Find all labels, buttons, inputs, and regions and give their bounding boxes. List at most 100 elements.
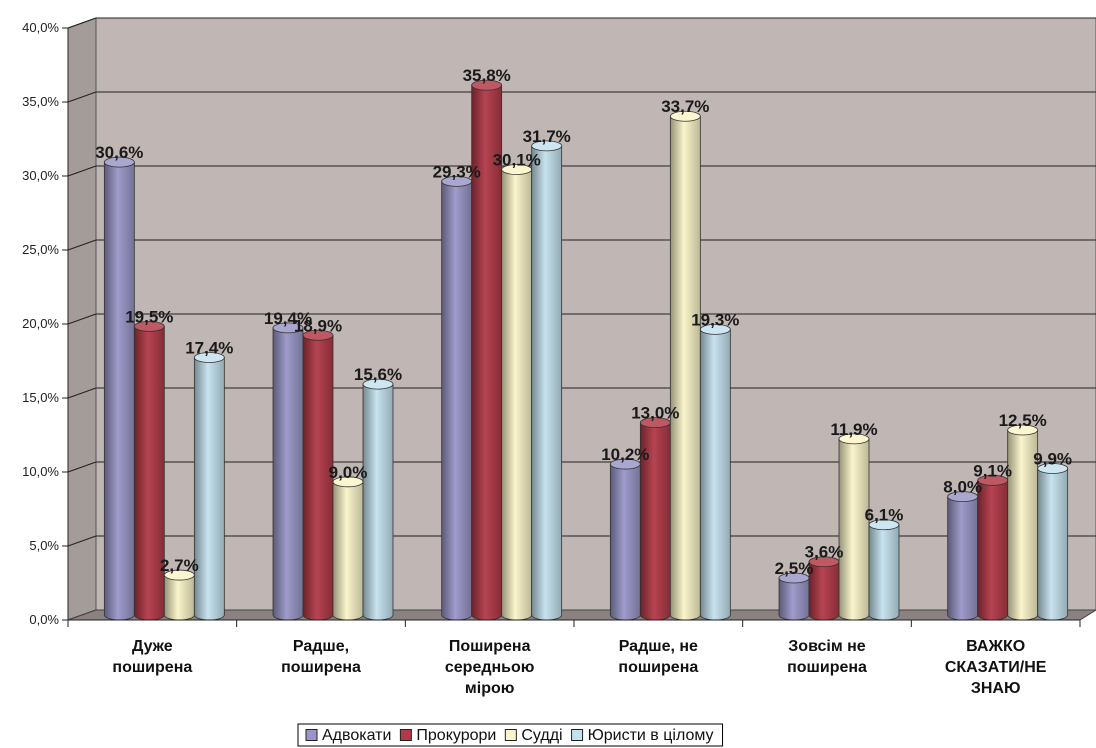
category-label-line: поширена	[281, 659, 361, 676]
y-tick-label: 40,0%	[22, 20, 59, 35]
bar-top	[471, 79, 503, 91]
bar	[808, 561, 840, 621]
y-tick-label: 25,0%	[22, 242, 59, 257]
data-label: 31,7%	[523, 127, 571, 146]
gridline-side	[67, 461, 97, 473]
category-label: Зовсім не поширена	[787, 638, 867, 676]
y-tick-label: 5,0%	[29, 538, 59, 553]
category-label-line: поширена	[618, 659, 698, 676]
category-label-line: СКАЗАТИ/НЕ	[945, 659, 1047, 676]
category-label-line: поширена	[787, 659, 867, 676]
data-label: 18,9%	[294, 316, 342, 335]
bar	[193, 357, 225, 621]
bar	[362, 383, 394, 621]
bar-top	[193, 352, 225, 363]
data-label: 3,6%	[805, 543, 844, 562]
y-tick-label: 20,0%	[22, 316, 59, 331]
category-label-line: ЗНАЮ	[971, 680, 1021, 697]
y-tick-label: 0,0%	[29, 612, 59, 627]
bar-top	[531, 140, 563, 152]
data-label: 9,9%	[1033, 449, 1072, 468]
gridline-side	[67, 387, 97, 399]
bar	[699, 328, 731, 621]
legend-swatch	[305, 729, 318, 741]
data-label: 15,6%	[354, 365, 402, 384]
data-label: 2,5%	[775, 559, 814, 578]
gridline-side	[67, 535, 97, 547]
data-label: 33,7%	[661, 97, 709, 116]
category-label: Поширена середньою мірою	[445, 638, 535, 697]
data-label: 9,0%	[329, 463, 368, 482]
gridline-side	[67, 239, 97, 251]
bar	[272, 327, 304, 621]
bar	[1037, 468, 1069, 621]
data-label: 10,2%	[601, 445, 649, 464]
category-label-line: ВАЖКО	[966, 638, 1025, 655]
bar-top	[699, 323, 731, 335]
data-label: 13,0%	[631, 404, 679, 423]
bar	[332, 481, 364, 621]
data-label: 2,7%	[160, 556, 199, 575]
data-label: 9,1%	[973, 461, 1012, 480]
legend-label: Прокурори	[416, 727, 496, 744]
y-axis: 0,0% 5,0% 10,0% 15,0% 20,0% 25,0% 30,0% 35,0% 40…	[22, 20, 69, 627]
bar-top	[1007, 424, 1039, 436]
category-label: Дуже поширена	[112, 638, 192, 676]
bar	[977, 479, 1009, 621]
data-label: 30,1%	[493, 151, 541, 170]
data-label: 30,6%	[95, 143, 143, 162]
gridline-side	[67, 313, 97, 325]
data-label: 19,5%	[125, 307, 173, 326]
category-label-line: Дуже	[132, 638, 173, 655]
category-label-line: Радше,	[293, 638, 349, 655]
bar	[609, 463, 641, 621]
x-axis: Дуже поширена Радше, поширена Поширена середн…	[67, 619, 1081, 697]
gridline-side	[67, 165, 97, 177]
data-label: 19,3%	[691, 310, 739, 329]
bar-top	[103, 156, 135, 168]
category-label: ВАЖКО СКАЗАТИ/НЕ ЗНАЮ	[945, 638, 1047, 697]
bar	[441, 180, 473, 621]
category-label-line: поширена	[112, 659, 192, 676]
y-tick-label: 35,0%	[22, 94, 59, 109]
y-tick-label: 10,0%	[22, 464, 59, 479]
bar-top	[1037, 463, 1069, 474]
bar	[501, 169, 533, 621]
legend-swatch	[504, 729, 517, 741]
bar	[163, 574, 195, 621]
data-label: 17,4%	[185, 338, 233, 357]
data-labels: 30,6% 19,5% 2,7% 17,4% 19,4%18,9% 9,0% 15,6% 29…	[95, 66, 1072, 578]
bar-top	[272, 322, 304, 334]
legend-label: Юристи в цілому	[588, 727, 714, 744]
data-label: 11,9%	[830, 420, 877, 439]
gridline-side	[67, 91, 97, 103]
category-label-line: середньою	[445, 659, 535, 676]
bar	[947, 496, 979, 621]
data-label: 12,5%	[999, 411, 1047, 430]
data-label: 35,8%	[463, 66, 511, 85]
category-label-line: Радше, не	[619, 638, 698, 655]
bar-top	[133, 320, 165, 332]
bar	[868, 524, 900, 621]
legend-label: Адвокати	[322, 727, 391, 744]
legend: Адвокати Прокурори Судді Юристи в цілому	[297, 723, 724, 747]
gridline-side	[67, 17, 97, 29]
bars	[103, 79, 1069, 621]
bar	[838, 438, 870, 621]
bar	[103, 161, 135, 621]
data-label: 6,1%	[865, 506, 904, 525]
category-label-line: Поширена	[449, 638, 531, 655]
bar	[669, 115, 701, 621]
legend-swatch	[399, 729, 412, 741]
y-tick-label: 30,0%	[22, 168, 59, 183]
bar	[778, 577, 810, 621]
data-label: 29,3%	[433, 162, 481, 181]
bar	[531, 145, 563, 621]
bar-top	[362, 378, 394, 390]
data-label: 19,4%	[264, 309, 312, 328]
gridlines	[67, 17, 1096, 621]
bar-top	[302, 329, 334, 341]
legend-swatch	[571, 729, 584, 741]
category-label: Радше, поширена	[281, 638, 361, 676]
bar-top	[838, 433, 870, 445]
